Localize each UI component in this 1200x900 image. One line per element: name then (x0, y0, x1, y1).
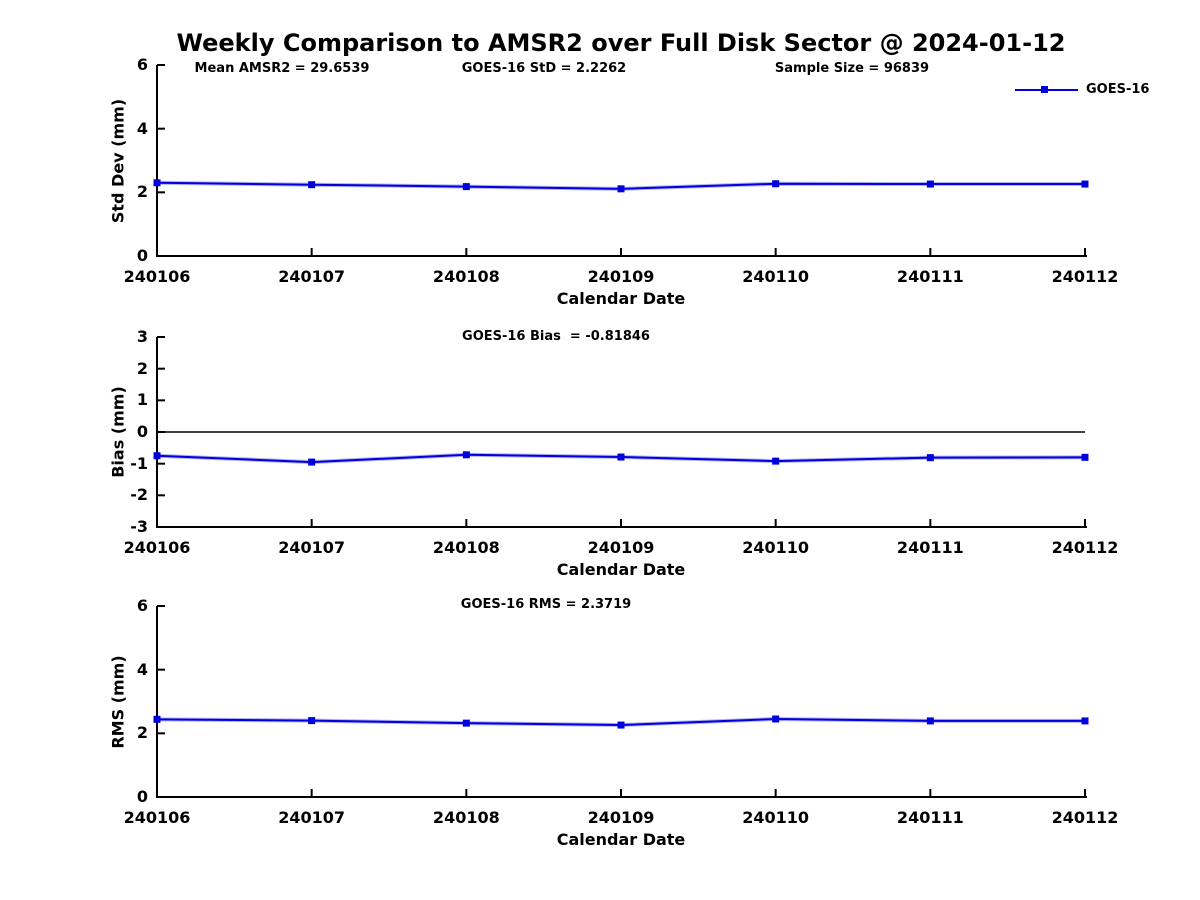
y-axis-tick-label: 2 (136, 723, 148, 743)
y-axis-tick-label: 6 (136, 596, 148, 615)
y-axis-label: Bias (mm) (108, 386, 128, 478)
data-point (926, 717, 934, 725)
rms-axis-spines (156, 606, 1087, 798)
data-point (772, 715, 780, 723)
y-axis-tick-label: -3 (130, 517, 148, 536)
x-axis-tick-label: 240106 (123, 267, 191, 286)
y-axis-tick-label: 2 (136, 358, 148, 378)
y-axis-tick-label: -2 (130, 485, 148, 505)
x-axis-tick-label: 240110 (742, 267, 810, 286)
x-axis-tick-label: 240106 (123, 538, 191, 557)
x-axis-tick-label: 240109 (587, 808, 655, 827)
x-axis-tick-label: 240107 (278, 538, 346, 557)
annotation-text: Sample Size = 96839 (774, 61, 930, 76)
data-point (153, 715, 161, 723)
data-point (1081, 453, 1089, 461)
data-point (926, 180, 934, 188)
figure-title: Weekly Comparison to AMSR2 over Full Dis… (176, 29, 1066, 57)
x-axis-tick-label: 240111 (896, 538, 964, 557)
legend-label: GOES-16 (1086, 82, 1150, 97)
x-axis-tick-label: 240108 (432, 538, 500, 557)
y-axis-tick-label: -1 (130, 453, 148, 473)
y-axis-tick-label: 1 (136, 390, 148, 410)
data-point (617, 453, 625, 461)
x-axis-tick-label: 240112 (1051, 808, 1119, 827)
x-axis-tick-label: 240109 (587, 538, 655, 557)
data-point (308, 717, 316, 725)
y-axis-label: RMS (mm) (108, 654, 128, 749)
x-axis-label: Calendar Date (556, 560, 686, 579)
x-axis-tick-label: 240111 (896, 808, 964, 827)
x-axis-tick-label: 240106 (123, 808, 191, 827)
x-axis-tick-label: 240108 (432, 808, 500, 827)
x-axis-tick-label: 240107 (278, 267, 346, 286)
data-point (462, 183, 470, 191)
y-axis-tick-label: 2 (136, 182, 148, 202)
std-dev-axis-spines (156, 65, 1087, 257)
data-point (308, 458, 316, 466)
data-point (153, 179, 161, 187)
data-point (462, 719, 470, 727)
x-axis-tick-label: 240109 (587, 267, 655, 286)
y-axis-label: Std Dev (mm) (108, 98, 128, 223)
x-axis-tick-label: 240112 (1051, 538, 1119, 557)
data-point (772, 457, 780, 465)
y-axis-tick-label: 3 (136, 327, 148, 346)
x-axis-tick-label: 240108 (432, 267, 500, 286)
y-axis-tick-label: 4 (136, 118, 148, 138)
y-axis-tick-label: 0 (136, 246, 148, 265)
data-point (462, 451, 470, 459)
annotation-text: Mean AMSR2 = 29.6539 (194, 61, 370, 76)
annotation-text: GOES-16 RMS = 2.3719 (460, 597, 632, 612)
x-axis-tick-label: 240110 (742, 538, 810, 557)
x-axis-tick-label: 240107 (278, 808, 346, 827)
x-axis-label: Calendar Date (556, 830, 686, 849)
x-axis-tick-label: 240111 (896, 267, 964, 286)
y-axis-tick-label: 0 (136, 422, 148, 441)
y-axis-tick-label: 4 (136, 659, 148, 679)
data-point (1081, 180, 1089, 188)
annotation-text: GOES-16 StD = 2.2262 (461, 61, 627, 76)
data-point (772, 180, 780, 188)
legend-marker-square (1041, 86, 1048, 93)
data-point (153, 452, 161, 460)
data-point (308, 181, 316, 189)
x-axis-label: Calendar Date (556, 289, 686, 308)
data-point (1081, 717, 1089, 725)
data-point (926, 454, 934, 462)
legend: GOES-16 (1013, 80, 1183, 100)
data-point (617, 721, 625, 729)
y-axis-tick-label: 0 (136, 787, 148, 806)
y-axis-tick-label: 6 (136, 55, 148, 74)
annotation-text: GOES-16 Bias = -0.81846 (462, 329, 650, 344)
x-axis-tick-label: 240112 (1051, 267, 1119, 286)
data-point (617, 185, 625, 193)
x-axis-tick-label: 240110 (742, 808, 810, 827)
